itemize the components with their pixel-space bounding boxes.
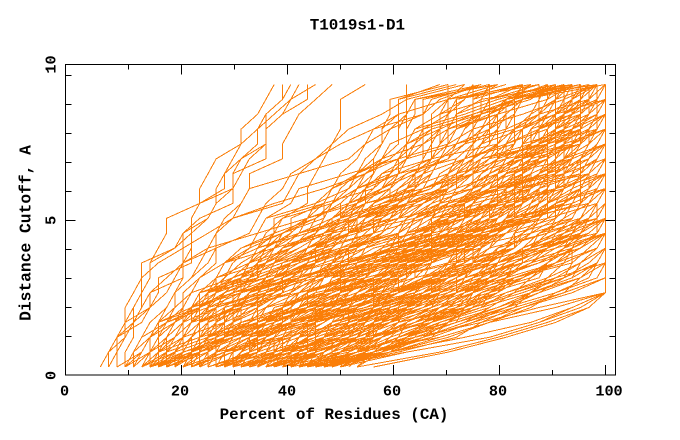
svg-text:10: 10 (43, 55, 61, 73)
svg-text:5: 5 (43, 216, 61, 225)
svg-text:0: 0 (43, 371, 61, 380)
svg-text:Distance Cutoff, A: Distance Cutoff, A (16, 145, 35, 321)
svg-text:80: 80 (489, 382, 507, 400)
svg-text:0: 0 (60, 382, 69, 400)
svg-text:100: 100 (595, 382, 622, 400)
svg-text:60: 60 (383, 382, 401, 400)
svg-text:T1019s1-D1: T1019s1-D1 (310, 16, 405, 34)
svg-text:Percent of Residues (CA): Percent of Residues (CA) (220, 406, 449, 424)
svg-text:40: 40 (278, 382, 296, 400)
svg-text:20: 20 (171, 382, 189, 400)
